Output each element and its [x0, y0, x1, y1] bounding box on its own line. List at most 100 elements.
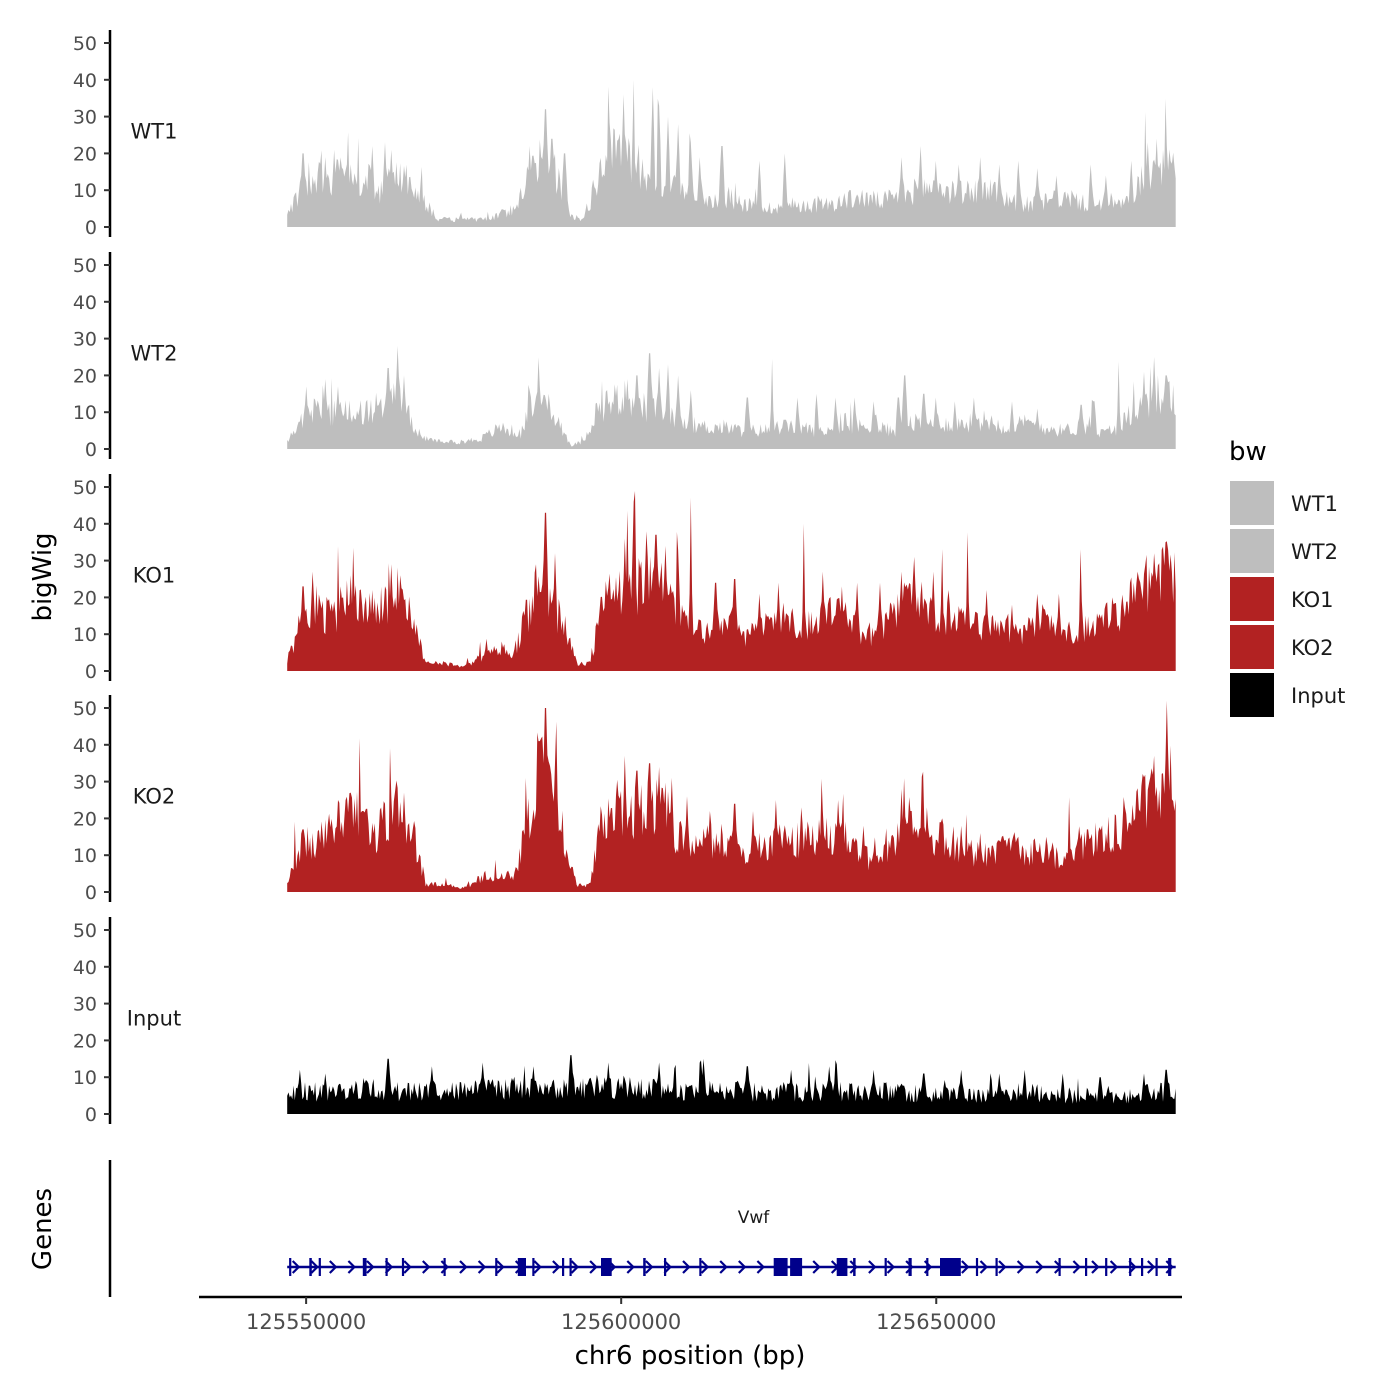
track-ko1: 0 10 20 30 40 50 KO1: [73, 474, 1176, 683]
track-label: WT1: [131, 119, 178, 143]
gene-exon: [309, 1258, 312, 1276]
strand-arrow: [1035, 1260, 1044, 1274]
strand-arrow: [756, 1260, 765, 1274]
track-label: KO2: [133, 784, 176, 808]
genes-axis-title: Genes: [28, 1188, 58, 1270]
strand-arrow: [347, 1260, 356, 1274]
strand-arrow: [496, 1260, 505, 1274]
strand-arrow: [886, 1260, 896, 1274]
legend-label-ko1: KO1: [1291, 588, 1334, 612]
gene-exon: [385, 1258, 388, 1276]
coverage-area-input: [287, 1055, 1176, 1114]
gene-exon: [362, 1258, 367, 1276]
y-tick-label: 20: [73, 365, 97, 387]
track-label: WT2: [131, 341, 178, 365]
gene-exon: [699, 1258, 702, 1276]
x-tick-label: 125550000: [246, 1310, 366, 1334]
gene-exon: [975, 1258, 979, 1276]
legend-swatch-wt2: [1230, 529, 1274, 573]
strand-arrow: [998, 1260, 1007, 1274]
legend-label-wt2: WT2: [1291, 540, 1338, 564]
strand-arrow: [589, 1260, 598, 1274]
strand-arrow: [366, 1260, 375, 1274]
y-tick-label: 10: [73, 180, 97, 202]
strand-arrow: [663, 1260, 672, 1274]
x-axis: 125550000 125600000 125650000: [199, 1295, 1182, 1334]
legend-swatch-input: [1230, 673, 1274, 717]
gene-exon: [853, 1258, 856, 1276]
y-tick-label: 30: [73, 107, 97, 129]
strand-arrow: [403, 1260, 412, 1274]
y-tick-label: 0: [85, 882, 97, 904]
y-tick-label: 20: [73, 808, 97, 830]
x-axis-title: chr6 position (bp): [575, 1341, 806, 1371]
y-tick-label: 10: [73, 402, 97, 424]
track-label: Input: [127, 1006, 181, 1030]
gene-exon: [940, 1258, 961, 1276]
gene-exon: [318, 1258, 321, 1276]
strand-arrow: [979, 1260, 989, 1274]
y-tick-label: 50: [73, 920, 97, 942]
strand-arrow: [552, 1260, 561, 1274]
strand-arrow: [310, 1260, 319, 1274]
y-tick-label: 40: [73, 70, 97, 92]
y-tick-label: 0: [85, 217, 97, 239]
strand-arrow: [1054, 1260, 1063, 1274]
strand-arrow: [1072, 1260, 1081, 1274]
gene-exon: [836, 1258, 848, 1276]
y-tick-label: 50: [73, 477, 97, 499]
strand-arrow: [291, 1260, 301, 1274]
legend-label-wt1: WT1: [1291, 492, 1338, 516]
y-tick-label: 0: [85, 661, 97, 683]
strand-arrow: [700, 1260, 710, 1274]
gene-exon: [884, 1258, 887, 1276]
y-tick-label: 40: [73, 292, 97, 314]
gene-track: Vwf: [108, 1160, 1176, 1297]
y-tick-label: 0: [85, 439, 97, 461]
gene-exon: [495, 1258, 498, 1276]
gene-exon: [532, 1258, 535, 1276]
legend-swatch-ko2: [1230, 625, 1274, 669]
y-tick-label: 10: [73, 845, 97, 867]
y-tick-label: 50: [73, 255, 97, 277]
track-input: 0 10 20 30 40 50 Input: [73, 917, 1176, 1126]
strand-arrow: [626, 1260, 635, 1274]
legend: WT1 WT2 KO1 KO2 Input: [1230, 481, 1345, 717]
y-tick-label: 0: [85, 1104, 97, 1126]
y-tick-label: 10: [73, 624, 97, 646]
gene-exon: [289, 1258, 292, 1276]
gene-exon: [1141, 1258, 1144, 1276]
strand-arrow: [719, 1260, 728, 1274]
strand-arrow: [533, 1260, 542, 1274]
gene-exon: [664, 1258, 667, 1276]
gene-exon: [908, 1258, 912, 1276]
y-tick-label: 40: [73, 735, 97, 757]
y-axis-title: bigWig: [28, 532, 58, 621]
y-tick-label: 20: [73, 1030, 97, 1052]
y-tick-label: 40: [73, 514, 97, 536]
y-tick-label: 20: [73, 587, 97, 609]
strand-arrow: [329, 1260, 338, 1274]
x-tick-label: 125600000: [561, 1310, 681, 1334]
gene-exon: [1105, 1258, 1108, 1276]
strand-arrow: [738, 1260, 747, 1274]
strand-arrow: [849, 1260, 858, 1274]
strand-arrow: [682, 1260, 691, 1274]
track-wt1: 0 10 20 30 40 50 WT1: [73, 30, 1176, 239]
track-ko2: 0 10 20 30 40 50 KO2: [73, 695, 1176, 904]
legend-title: bw: [1229, 437, 1267, 467]
legend-swatch-ko1: [1230, 577, 1274, 621]
y-tick-label: 30: [73, 551, 97, 573]
strand-arrow: [868, 1260, 877, 1274]
strand-arrow: [422, 1260, 431, 1274]
gene-exon: [601, 1258, 612, 1276]
strand-arrow: [459, 1260, 468, 1274]
coverage-area-wt1: [287, 79, 1176, 227]
gene-exon: [1085, 1258, 1088, 1276]
y-tick-label: 30: [73, 329, 97, 351]
tracks-layer: 0 10 20 30 40 50 WT1 0 10 20 30 40 50 WT2 0 10 20 30 40 50 K…: [73, 30, 1176, 1126]
strand-arrow: [1016, 1260, 1026, 1274]
strand-arrow: [961, 1260, 970, 1274]
y-tick-label: 30: [73, 994, 97, 1016]
